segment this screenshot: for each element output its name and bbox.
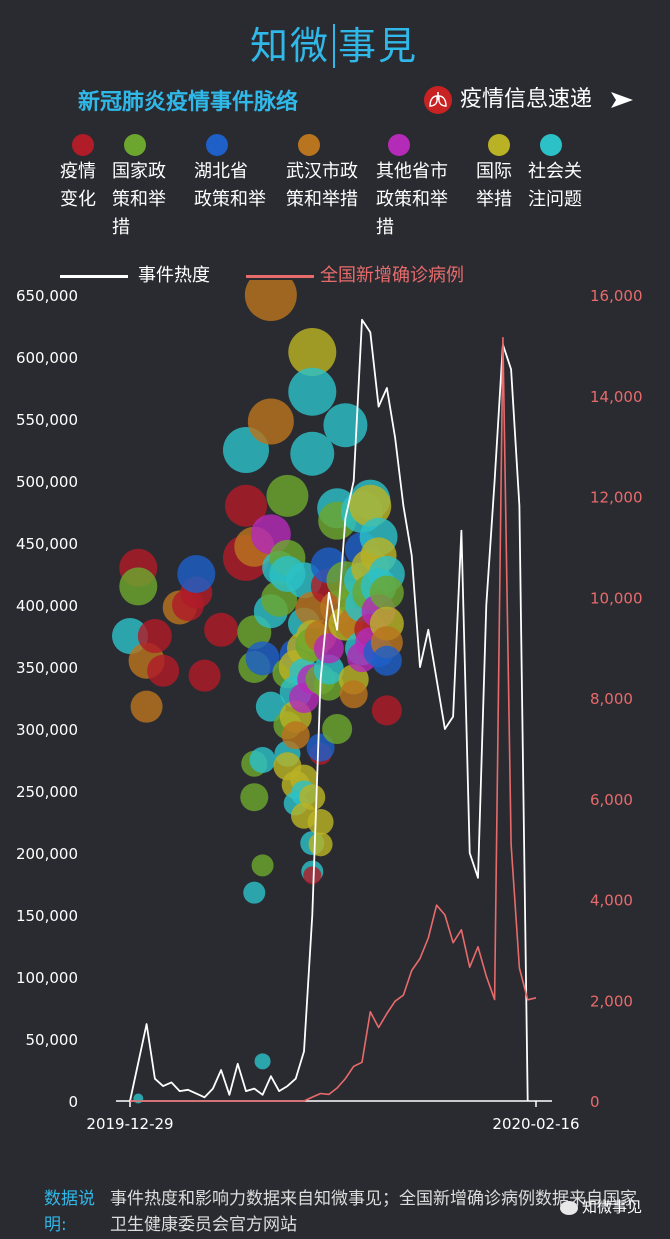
bubble-point (137, 619, 172, 653)
bubble-point (119, 567, 158, 606)
bubble-point (243, 881, 266, 904)
bubble-point (290, 431, 335, 476)
bubble-point (240, 783, 269, 812)
bubble-point (130, 690, 163, 723)
legend-label: 国家政 策和举措 (112, 161, 166, 238)
y-left-tick-label: 400,000 (16, 597, 78, 615)
y-left-tick-label: 500,000 (16, 473, 78, 491)
bubble-point (299, 784, 326, 811)
bubble-point (255, 691, 286, 722)
bubble-point (288, 367, 337, 416)
brand-left: 知微 (249, 24, 330, 68)
bubble-point (371, 695, 402, 726)
lungs-icon (424, 86, 452, 114)
line-legend-label: 全国新增确诊病例 (320, 265, 464, 286)
y-right-tick-label: 12,000 (590, 489, 643, 507)
bubble-point (369, 575, 404, 610)
y-right-tick-label: 8,000 (590, 690, 633, 708)
page-title: 新冠肺炎疫情事件脉络 (78, 90, 299, 115)
y-left-tick-label: 550,000 (16, 411, 78, 429)
y-left-tick-label: 50,000 (26, 1031, 79, 1049)
y-right-tick-label: 16,000 (590, 287, 643, 305)
paper-plane-arrow-icon (611, 92, 633, 108)
y-right-tick-label: 2,000 (590, 992, 633, 1010)
line-legend: 事件热度 全国新增确诊病例 (60, 264, 580, 288)
y-left-tick-label: 300,000 (16, 721, 78, 739)
y-left-tick-label: 200,000 (16, 845, 78, 863)
bubble-point (254, 1053, 271, 1070)
bubble-point (307, 809, 334, 835)
footnote-label: 数据说明: (44, 1189, 95, 1235)
bubble-point (249, 747, 276, 773)
legend-dot (540, 134, 562, 156)
line-legend-swatch (246, 275, 314, 278)
y-left-tick-label: 250,000 (16, 783, 78, 801)
bubble-point (247, 398, 294, 445)
legend-dot (388, 134, 410, 156)
wechat-icon (560, 1200, 578, 1215)
x-tick-label: 2020-02-16 (492, 1115, 579, 1133)
brand-logo: 知微 事見 (0, 18, 670, 74)
bubble-point (177, 555, 216, 593)
legend-dot (298, 134, 320, 156)
bubble-point (313, 633, 344, 664)
bubble-point (266, 474, 309, 517)
bubble-point (147, 654, 180, 687)
bubble-point (306, 733, 335, 762)
bubble-point (281, 721, 310, 750)
y-right-tick-label: 0 (590, 1093, 600, 1111)
line-legend-label: 事件热度 (138, 265, 210, 286)
y-left-tick-label: 350,000 (16, 659, 78, 677)
y-left-tick-label: 450,000 (16, 535, 78, 553)
footnote-text: 事件热度和影响力数据来自知微事见；全国新增确诊病例数据来自国家卫生健康委员会官方… (110, 1189, 637, 1235)
bubble-point (188, 659, 221, 692)
bubble-point (288, 328, 337, 377)
legend-label: 疫情 变化 (60, 161, 96, 210)
y-right-tick-label: 10,000 (590, 589, 643, 607)
wechat-watermark: 知微事见 (560, 1196, 642, 1217)
bubble-point (323, 403, 368, 448)
legend-dot (206, 134, 228, 156)
bubble-point (133, 1093, 144, 1104)
y-left-tick-label: 0 (68, 1093, 78, 1111)
bubble-point (303, 866, 322, 885)
sub-brand-text: 疫情信息速递 (460, 87, 593, 112)
bubble-point (245, 641, 280, 676)
brand-divider (333, 24, 335, 68)
y-left-tick-label: 150,000 (16, 907, 78, 925)
legend-label: 其他省市 政策和举措 (376, 161, 448, 238)
bubble-point (371, 645, 402, 676)
bubble-point (244, 280, 297, 321)
bubble-line-chart: 650,000 600,000 550,000 500,000 450,000 400,0… (16, 280, 643, 1133)
legend-dot (72, 134, 94, 156)
legend-dot (488, 134, 510, 156)
legend-label: 湖北省 政策和举 (194, 161, 266, 210)
x-tick-label: 2019-12-29 (86, 1115, 173, 1133)
legend-label: 国际 举措 (476, 161, 512, 210)
legend-label: 武汉市政 策和举措 (286, 161, 358, 210)
series-line (130, 336, 537, 1102)
bubble-point (322, 714, 353, 744)
bubble-point (349, 484, 392, 527)
y-left-tick-label: 100,000 (16, 969, 78, 987)
wechat-name: 知微事见 (582, 1198, 643, 1216)
bubble-point (204, 612, 239, 647)
bubble-point (225, 484, 267, 527)
line-legend-swatch (60, 275, 128, 278)
y-left-tick-label: 650,000 (16, 287, 78, 305)
y-right-tick-label: 4,000 (590, 892, 633, 910)
bubble-point (308, 832, 333, 857)
bubble-point (339, 680, 368, 709)
legend-dot (124, 134, 146, 156)
y-left-tick-label: 600,000 (16, 349, 78, 367)
bubble-point (251, 854, 274, 877)
legend-label: 社会关 注问题 (528, 161, 582, 210)
y-right-tick-label: 14,000 (590, 388, 643, 406)
brand-right: 事見 (338, 24, 419, 68)
y-right-tick-label: 6,000 (590, 791, 633, 809)
series-line (129, 318, 529, 1102)
